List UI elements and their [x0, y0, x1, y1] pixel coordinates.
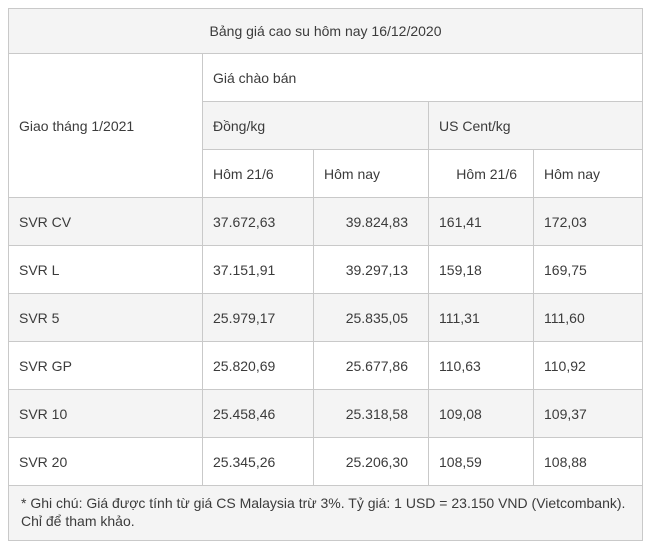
header-day-cent-today: Hôm nay — [532, 149, 644, 198]
table-row: SVR L 37.151,91 39.297,13 159,18 169,75 — [8, 245, 644, 294]
cell-cent-prev: 159,18 — [428, 245, 534, 294]
cell-cent-prev: 111,31 — [428, 293, 534, 342]
header-row-days: Hôm 21/6 Hôm nay Hôm 21/6 Hôm nay — [9, 149, 644, 198]
cell-vnd-prev: 25.979,17 — [202, 293, 314, 342]
header-day-vnd-prev: Hôm 21/6 — [202, 149, 314, 198]
header-day-vnd-today: Hôm nay — [313, 149, 429, 198]
title-row: Bảng giá cao su hôm nay 16/12/2020 — [7, 8, 644, 54]
cell-cent-today: 169,75 — [532, 245, 644, 294]
header-day-cent-prev: Hôm 21/6 — [428, 149, 534, 198]
table-row: SVR GP 25.820,69 25.677,86 110,63 110,92 — [8, 341, 644, 390]
row-label: SVR 20 — [8, 437, 203, 486]
cell-vnd-prev: 25.345,26 — [202, 437, 314, 486]
row-label: SVR L — [8, 245, 203, 294]
rubber-price-table: Bảng giá cao su hôm nay 16/12/2020 Giao … — [7, 8, 644, 541]
cell-vnd-today: 39.297,13 — [313, 245, 429, 294]
header-row-offer: Giao tháng 1/2021 Giá chào bán — [8, 53, 644, 198]
header-unit-uscent: US Cent/kg — [427, 101, 644, 150]
table-row: SVR 5 25.979,17 25.835,05 111,31 111,60 — [8, 293, 644, 342]
header-offer-price: Giá chào bán — [201, 53, 644, 102]
cell-vnd-prev: 25.458,46 — [202, 389, 314, 438]
cell-vnd-prev: 37.672,63 — [202, 197, 314, 246]
cell-cent-prev: 110,63 — [428, 341, 534, 390]
row-label: SVR 10 — [8, 389, 203, 438]
cell-cent-today: 111,60 — [532, 293, 644, 342]
cell-vnd-today: 25.206,30 — [313, 437, 429, 486]
cell-vnd-prev: 25.820,69 — [202, 341, 314, 390]
cell-cent-prev: 109,08 — [428, 389, 534, 438]
row-label: SVR CV — [8, 197, 203, 246]
header-unit-vnd: Đồng/kg — [202, 101, 429, 150]
cell-cent-prev: 161,41 — [428, 197, 534, 246]
header-contract-month: Giao tháng 1/2021 — [8, 53, 203, 198]
cell-vnd-today: 39.824,83 — [313, 197, 429, 246]
table-row: SVR 10 25.458,46 25.318,58 109,08 109,37 — [8, 389, 644, 438]
table-title: Bảng giá cao su hôm nay 16/12/2020 — [7, 8, 644, 54]
cell-vnd-prev: 37.151,91 — [202, 245, 314, 294]
cell-cent-prev: 108,59 — [428, 437, 534, 486]
cell-cent-today: 109,37 — [532, 389, 644, 438]
cell-cent-today: 172,03 — [532, 197, 644, 246]
cell-vnd-today: 25.677,86 — [313, 341, 429, 390]
cell-vnd-today: 25.318,58 — [313, 389, 429, 438]
table-row: SVR 20 25.345,26 25.206,30 108,59 108,88 — [8, 437, 644, 486]
row-label: SVR GP — [8, 341, 203, 390]
row-label: SVR 5 — [8, 293, 203, 342]
footnote: * Ghi chú: Giá được tính từ giá CS Malay… — [7, 485, 644, 541]
table-row: SVR CV 37.672,63 39.824,83 161,41 172,03 — [8, 197, 644, 246]
cell-cent-today: 110,92 — [532, 341, 644, 390]
footnote-row: * Ghi chú: Giá được tính từ giá CS Malay… — [7, 485, 644, 541]
cell-vnd-today: 25.835,05 — [313, 293, 429, 342]
header-row-units: Đồng/kg US Cent/kg — [9, 101, 644, 150]
cell-cent-today: 108,88 — [532, 437, 644, 486]
